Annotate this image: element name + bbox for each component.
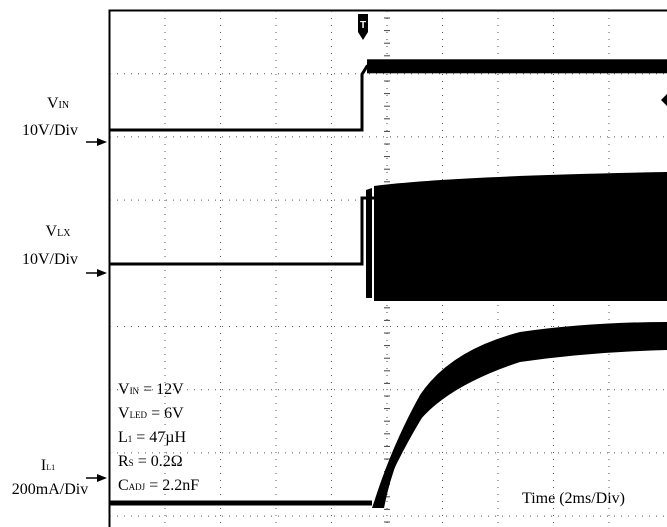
channel-symbol: IL1 — [41, 457, 55, 474]
il1-ripple-envelope — [372, 322, 667, 508]
channel-scale: 200mA/Div — [12, 481, 88, 498]
channel-symbol-subscript: LX — [57, 228, 71, 239]
condition-line: RS = 0.2Ω — [118, 453, 183, 470]
channel-arrow-head — [97, 474, 107, 482]
vin-trace-noise — [367, 59, 667, 74]
time-scale-label: Time (2ms/Div) — [522, 490, 625, 507]
right-edge-marker — [661, 94, 667, 106]
trigger-marker: T — [358, 14, 368, 40]
channel-symbol: VIN — [47, 95, 69, 112]
condition-value: = 6V — [147, 405, 184, 422]
condition-subscript: ADJ — [129, 482, 146, 492]
scope-screen-frame — [108, 9, 667, 527]
vlx-startup-edge — [366, 188, 372, 298]
il1-rise-edge — [376, 409, 427, 501]
channel-symbol-subscript: L1 — [46, 463, 55, 472]
condition-line: VIN = 12V — [118, 381, 184, 398]
channel-symbol-letter: V — [46, 223, 58, 240]
condition-symbol: V — [118, 405, 130, 422]
vlx-switching-band — [374, 172, 667, 301]
condition-value: = 2.2nF — [145, 477, 199, 494]
condition-symbol: V — [118, 381, 130, 398]
trace-group — [110, 59, 667, 508]
channel-scale: 10V/Div — [22, 122, 78, 139]
condition-subscript: S — [129, 458, 134, 468]
vin-trace — [110, 64, 667, 132]
condition-value: = 0.2Ω — [134, 453, 183, 470]
channel-symbol-subscript: IN — [59, 100, 70, 111]
condition-line: L1 = 47µH — [118, 429, 187, 446]
condition-subscript: IN — [130, 386, 140, 396]
condition-line: VLED = 6V — [118, 405, 184, 422]
vlx-trace — [110, 196, 374, 266]
channel-scale: 10V/Div — [22, 251, 78, 268]
trigger-marker-letter: T — [360, 20, 366, 31]
condition-symbol: R — [118, 453, 129, 470]
condition-line: CADJ = 2.2nF — [118, 477, 199, 494]
condition-value: = 47µH — [132, 429, 186, 446]
condition-symbol: C — [118, 477, 129, 494]
channel-arrow-head — [97, 138, 107, 146]
trigger-marker-shape — [358, 14, 368, 40]
condition-symbol: L — [118, 429, 128, 446]
channel-symbol-letter: V — [47, 95, 59, 112]
condition-subscript: 1 — [128, 434, 133, 444]
channel-symbol-letter: I — [41, 457, 46, 474]
channel-symbol: VLX — [46, 223, 72, 240]
condition-subscript: LED — [130, 410, 148, 420]
condition-value: = 12V — [139, 381, 184, 398]
channel-arrow-head — [97, 269, 107, 277]
